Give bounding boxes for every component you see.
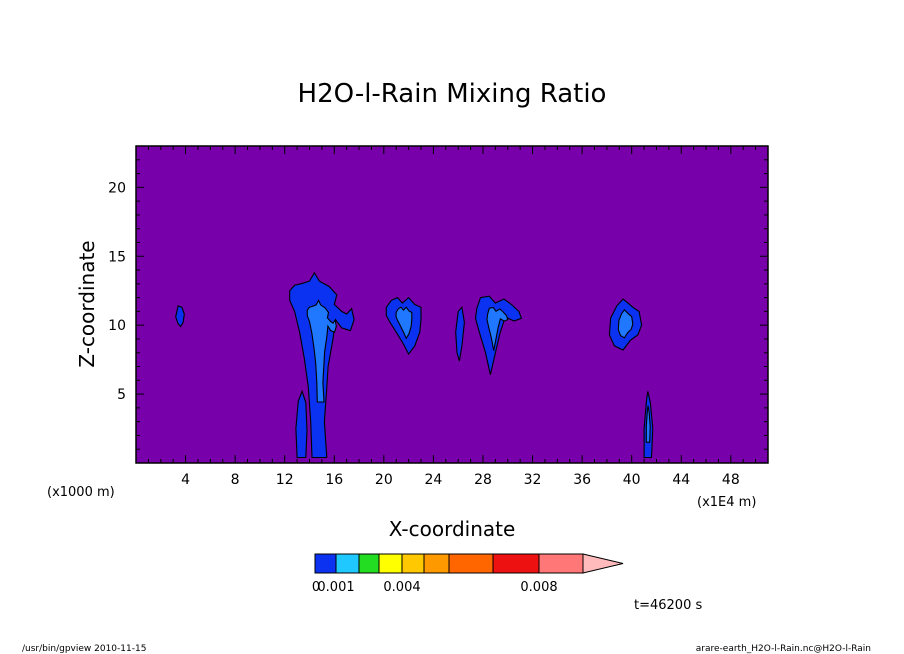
- cell-x14-level-2: [306, 299, 337, 403]
- colorbar-swatch: [335, 553, 360, 574]
- x-scale-note: (x1E4 m): [697, 495, 756, 510]
- footer-left: /usr/bin/gpview 2010-11-15: [22, 644, 146, 654]
- x-axis-label: X-coordinate: [389, 517, 516, 541]
- x-tick-label: 40: [623, 472, 641, 488]
- x-tick-label: 16: [325, 472, 343, 488]
- cell-x41-level-2: [645, 405, 651, 443]
- colorbar-swatch: [378, 553, 403, 574]
- colorbar-swatch: [423, 553, 450, 574]
- plot-background: [136, 146, 768, 463]
- cell-x4-level-1: [175, 305, 185, 328]
- cell-x21-level-2: [395, 306, 413, 340]
- colorbar: 00.001 0.004 0.008: [312, 553, 624, 595]
- cell-x29-level-2: [486, 306, 509, 351]
- time-label: t=46200 s: [634, 598, 702, 613]
- colorbar-swatch: [448, 553, 494, 574]
- y-scale-note: (x1000 m): [47, 485, 115, 500]
- x-tick-label: 32: [524, 472, 542, 488]
- y-tick-label: 20: [108, 180, 126, 196]
- colorbar-swatch: [492, 553, 540, 574]
- chart-title: H2O-l-Rain Mixing Ratio: [298, 79, 607, 109]
- colorbar-label: 0.004: [383, 580, 420, 595]
- colorbar-extend-arrow: [582, 553, 624, 574]
- y-tick-label: 10: [108, 318, 126, 334]
- cell-x13-low-level-1: [295, 389, 308, 459]
- y-axis-label: Z-coordinate: [75, 240, 99, 367]
- x-tick-label: 44: [672, 472, 690, 488]
- footer-right: arare-earth_H2O-l-Rain.nc@H2O-l-Rain: [696, 644, 871, 654]
- x-tick-label: 24: [424, 472, 442, 488]
- x-axis-ticks: 4 8 12 16 20 24 28 32 36 40 44 48: [147, 146, 757, 488]
- x-tick-label: 20: [375, 472, 393, 488]
- y-tick-label: 5: [117, 387, 126, 403]
- x-tick-label: 28: [474, 472, 492, 488]
- colorbar-swatch: [314, 553, 337, 574]
- x-tick-label: 36: [573, 472, 591, 488]
- cell-x26-level-1: [455, 306, 465, 362]
- y-tick-label: 15: [108, 249, 126, 265]
- colorbar-swatch: [401, 553, 425, 574]
- y-axis-ticks: 5 10 15 20: [108, 159, 768, 450]
- colorbar-label: 0.008: [520, 580, 557, 595]
- cell-x39-level-2: [617, 308, 634, 339]
- x-tick-label: 12: [276, 472, 294, 488]
- x-tick-label: 8: [231, 472, 240, 488]
- plot-area: [135, 145, 769, 464]
- colorbar-label: 0.001: [317, 580, 354, 595]
- colorbar-swatch: [358, 553, 380, 574]
- colorbar-min-label: 0: [312, 580, 320, 595]
- colorbar-swatch: [538, 553, 584, 574]
- x-tick-label: 4: [181, 472, 190, 488]
- plot-frame: [135, 145, 769, 464]
- x-tick-label: 48: [722, 472, 740, 488]
